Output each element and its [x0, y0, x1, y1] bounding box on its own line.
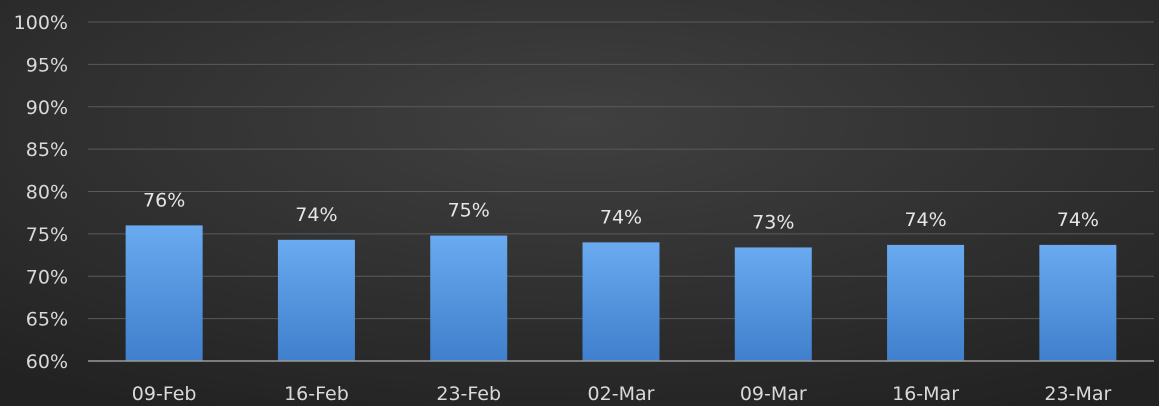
y-tick-label: 100% — [14, 12, 68, 34]
x-tick-label: 23-Feb — [436, 383, 501, 405]
bar-data-label: 74% — [295, 204, 337, 226]
y-tick-label: 80% — [26, 182, 68, 204]
bar — [277, 239, 355, 361]
y-tick-label: 85% — [26, 139, 68, 161]
y-tick-label: 60% — [26, 351, 68, 373]
x-tick-label: 02-Mar — [588, 383, 655, 405]
data-labels: 76% 74% 75% 74% 73% 74% 74% — [143, 189, 1099, 233]
x-tick-label: 16-Mar — [892, 383, 959, 405]
bar — [1039, 244, 1117, 361]
bar-data-label: 73% — [752, 211, 794, 233]
bar — [734, 247, 812, 361]
bar-data-label: 76% — [143, 189, 185, 211]
y-tick-label: 75% — [26, 224, 68, 246]
bar — [430, 235, 508, 361]
y-tick-label: 70% — [26, 266, 68, 288]
x-tick-label: 23-Mar — [1044, 383, 1111, 405]
bar-data-label: 75% — [448, 200, 490, 222]
x-tick-label: 16-Feb — [284, 383, 349, 405]
bar — [887, 244, 965, 361]
bars — [125, 225, 1117, 361]
y-tick-label: 90% — [26, 97, 68, 119]
y-axis-tick-labels: 60% 65% 70% 75% 80% 85% 90% 95% 100% — [14, 12, 68, 373]
bar — [125, 225, 203, 361]
x-axis-tick-labels: 09-Feb 16-Feb 23-Feb 02-Mar 09-Mar 16-Mar 23-M… — [132, 383, 1112, 405]
x-tick-label: 09-Mar — [740, 383, 807, 405]
bar-data-label: 74% — [904, 209, 946, 231]
bar-data-label: 74% — [1057, 209, 1099, 231]
bar-data-label: 74% — [600, 206, 642, 228]
bar — [582, 242, 660, 361]
y-tick-label: 95% — [26, 54, 68, 76]
y-tick-label: 65% — [26, 309, 68, 331]
x-tick-label: 09-Feb — [132, 383, 197, 405]
